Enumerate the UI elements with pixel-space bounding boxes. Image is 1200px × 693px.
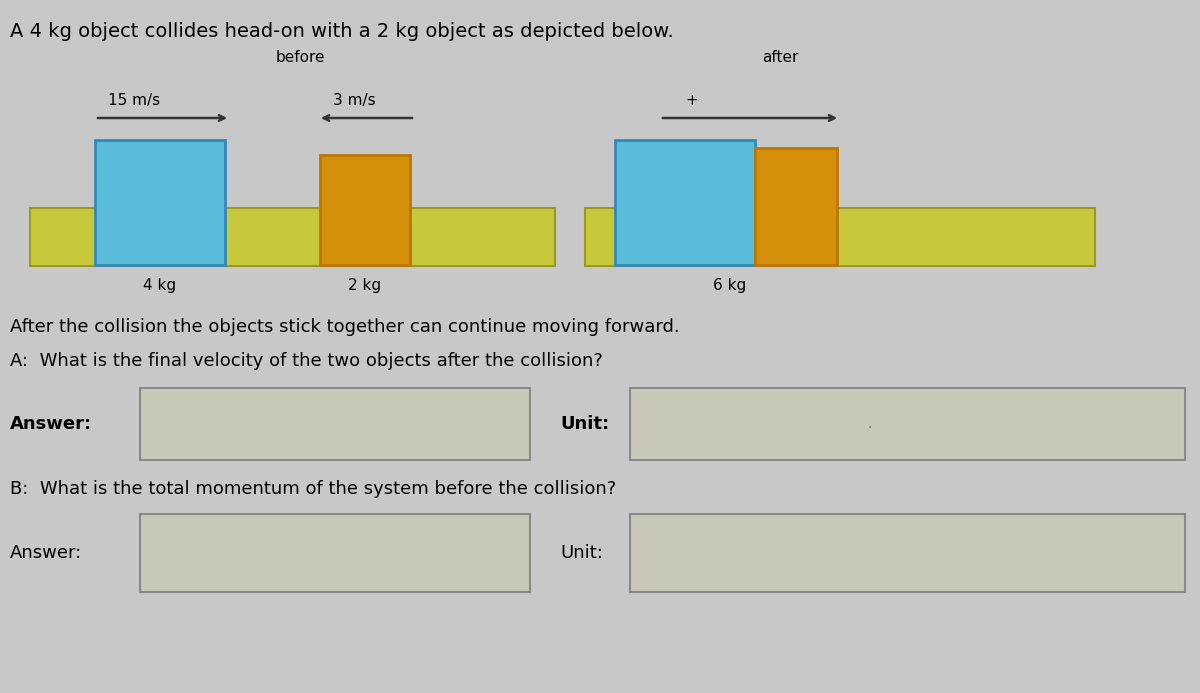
Text: Unit:: Unit: [560, 415, 610, 433]
Text: B:  What is the total momentum of the system before the collision?: B: What is the total momentum of the sys… [10, 480, 617, 498]
Bar [140, 388, 530, 460]
Text: after: after [762, 50, 798, 65]
Text: +: + [685, 93, 697, 108]
Text: 15 m/s: 15 m/s [108, 93, 160, 108]
Bar [320, 155, 410, 265]
Bar [755, 148, 838, 265]
Text: 2 kg: 2 kg [348, 278, 382, 293]
Text: Answer:: Answer: [10, 544, 83, 562]
Bar [630, 514, 1186, 592]
Bar [140, 514, 530, 592]
Text: 4 kg: 4 kg [144, 278, 176, 293]
Bar [630, 388, 1186, 460]
Text: A 4 kg object collides head-on with a 2 kg object as depicted below.: A 4 kg object collides head-on with a 2 … [10, 22, 673, 41]
Bar [95, 140, 226, 265]
Text: Unit:: Unit: [560, 544, 602, 562]
Text: ·: · [866, 419, 874, 439]
Bar [30, 208, 554, 266]
Bar [616, 140, 755, 265]
Text: After the collision the objects stick together can continue moving forward.: After the collision the objects stick to… [10, 318, 679, 336]
Text: A:  What is the final velocity of the two objects after the collision?: A: What is the final velocity of the two… [10, 352, 602, 370]
Text: before: before [275, 50, 325, 65]
Bar [586, 208, 1096, 266]
Text: 6 kg: 6 kg [713, 278, 746, 293]
Text: 3 m/s: 3 m/s [334, 93, 376, 108]
Text: Answer:: Answer: [10, 415, 92, 433]
